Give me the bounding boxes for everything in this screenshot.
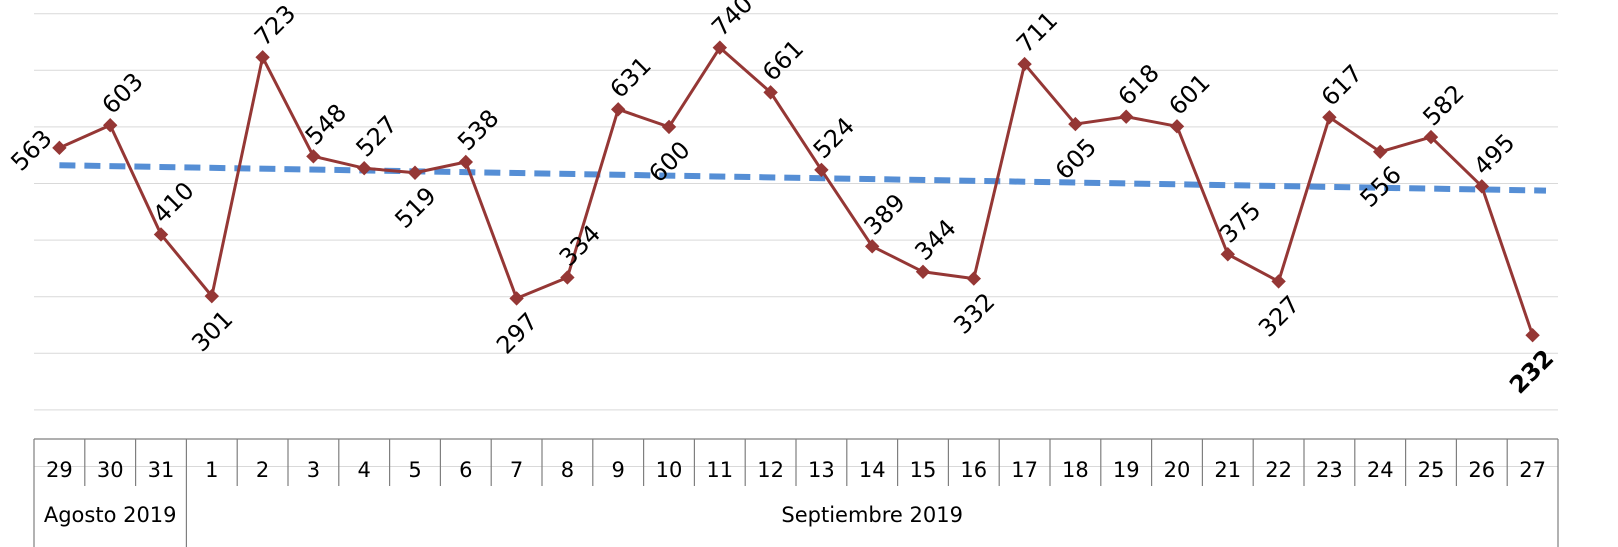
x-tick-label: 4 — [358, 458, 371, 482]
data-point-marker — [1525, 327, 1540, 343]
data-label: 332 — [948, 287, 1000, 339]
data-point-marker — [1372, 144, 1388, 160]
data-label: 232 — [1504, 344, 1559, 399]
x-tick-label: 6 — [459, 458, 472, 482]
data-point-marker — [1220, 247, 1236, 262]
data-label: 617 — [1316, 59, 1368, 111]
data-label: 603 — [97, 67, 149, 119]
data-label: 723 — [249, 0, 301, 52]
data-point-marker — [458, 154, 474, 170]
data-point-marker — [52, 140, 67, 156]
x-tick-label: 5 — [408, 458, 421, 482]
data-label: 495 — [1468, 128, 1520, 180]
data-label: 582 — [1417, 79, 1469, 131]
data-label: 538 — [452, 104, 504, 156]
data-label: 631 — [605, 51, 657, 103]
x-group-label: Agosto 2019 — [44, 503, 177, 527]
data-label: 327 — [1253, 290, 1305, 342]
data-point-marker — [407, 165, 423, 180]
data-label: 389 — [859, 188, 911, 240]
x-tick-label: 9 — [612, 458, 625, 482]
x-tick-label: 20 — [1164, 458, 1191, 482]
data-point-marker — [1271, 274, 1286, 289]
data-point-marker — [1118, 109, 1134, 124]
x-tick-label: 21 — [1214, 458, 1241, 482]
data-point-marker — [509, 291, 524, 306]
data-point-marker — [1068, 116, 1083, 132]
data-labels: 5636034103017235485275195382973346316007… — [5, 0, 1559, 399]
data-label: 301 — [186, 305, 238, 357]
x-tick-label: 16 — [960, 458, 987, 482]
data-point-marker — [763, 85, 778, 100]
x-tick-label: 12 — [757, 458, 784, 482]
data-label: 661 — [757, 34, 809, 86]
x-tick-label: 30 — [97, 458, 124, 482]
x-tick-label: 29 — [46, 458, 73, 482]
data-label: 605 — [1050, 133, 1102, 185]
data-label: 556 — [1355, 161, 1407, 213]
data-point-marker — [610, 102, 626, 117]
x-tick-label: 3 — [307, 458, 320, 482]
x-tick-label: 27 — [1519, 458, 1546, 482]
data-point-marker — [661, 119, 677, 135]
data-label: 519 — [389, 182, 441, 234]
x-tick-label: 7 — [510, 458, 523, 482]
x-tick-label: 8 — [561, 458, 574, 482]
x-tick-label: 17 — [1011, 458, 1038, 482]
x-tick-label: 24 — [1367, 458, 1394, 482]
x-tick-label: 10 — [656, 458, 683, 482]
x-tick-label: 11 — [706, 458, 733, 482]
data-label: 527 — [351, 110, 403, 162]
category-axis: 29 30 31 1 2 3 4 5 6 7 8 9 10 11 12 13 14 15 16 17 18 19 20 21 2… — [33, 438, 1559, 547]
data-point-marker — [102, 117, 118, 133]
x-tick-label: 31 — [148, 458, 175, 482]
data-label: 563 — [5, 124, 57, 176]
x-tick-label: 26 — [1468, 458, 1495, 482]
data-point-marker — [1322, 110, 1337, 125]
series-line — [58, 46, 1535, 336]
data-point-marker — [356, 161, 372, 176]
data-point-marker — [712, 40, 728, 55]
data-label: 601 — [1163, 68, 1215, 120]
x-tick-label: 25 — [1418, 458, 1445, 482]
data-label: 524 — [808, 112, 860, 164]
data-label: 600 — [643, 136, 695, 188]
data-point-marker — [255, 50, 270, 65]
series-layer — [52, 40, 1540, 343]
data-point-marker — [814, 162, 829, 178]
data-label: 334 — [554, 220, 606, 272]
data-point-marker — [306, 149, 321, 164]
data-point-marker — [966, 271, 982, 286]
x-tick-label: 14 — [859, 458, 886, 482]
x-tick-label: 1 — [205, 458, 218, 482]
data-point-marker — [204, 288, 220, 304]
x-tick-label: 15 — [910, 458, 937, 482]
x-tick-label: 22 — [1265, 458, 1292, 482]
gridlines — [34, 13, 1558, 467]
data-point-marker — [1017, 56, 1032, 72]
trendline-layer — [59, 162, 1547, 194]
x-tick-label: 19 — [1113, 458, 1140, 482]
data-label: 344 — [909, 214, 961, 266]
data-point-marker — [560, 270, 575, 285]
x-tick-label: 23 — [1316, 458, 1343, 482]
data-point-marker — [1169, 119, 1185, 134]
data-point-marker — [915, 264, 931, 280]
data-point-marker — [1423, 129, 1439, 145]
data-label: 618 — [1113, 59, 1165, 111]
data-point-marker — [1474, 179, 1490, 194]
data-point-marker — [864, 239, 880, 254]
data-point-marker — [153, 227, 169, 242]
data-label: 297 — [491, 307, 543, 359]
x-tick-label: 13 — [808, 458, 835, 482]
x-group-label: Septiembre 2019 — [781, 503, 963, 527]
data-label: 740 — [706, 0, 758, 42]
x-tick-label: 18 — [1062, 458, 1089, 482]
trendline — [59, 162, 1547, 194]
x-tick-label: 2 — [256, 458, 269, 482]
